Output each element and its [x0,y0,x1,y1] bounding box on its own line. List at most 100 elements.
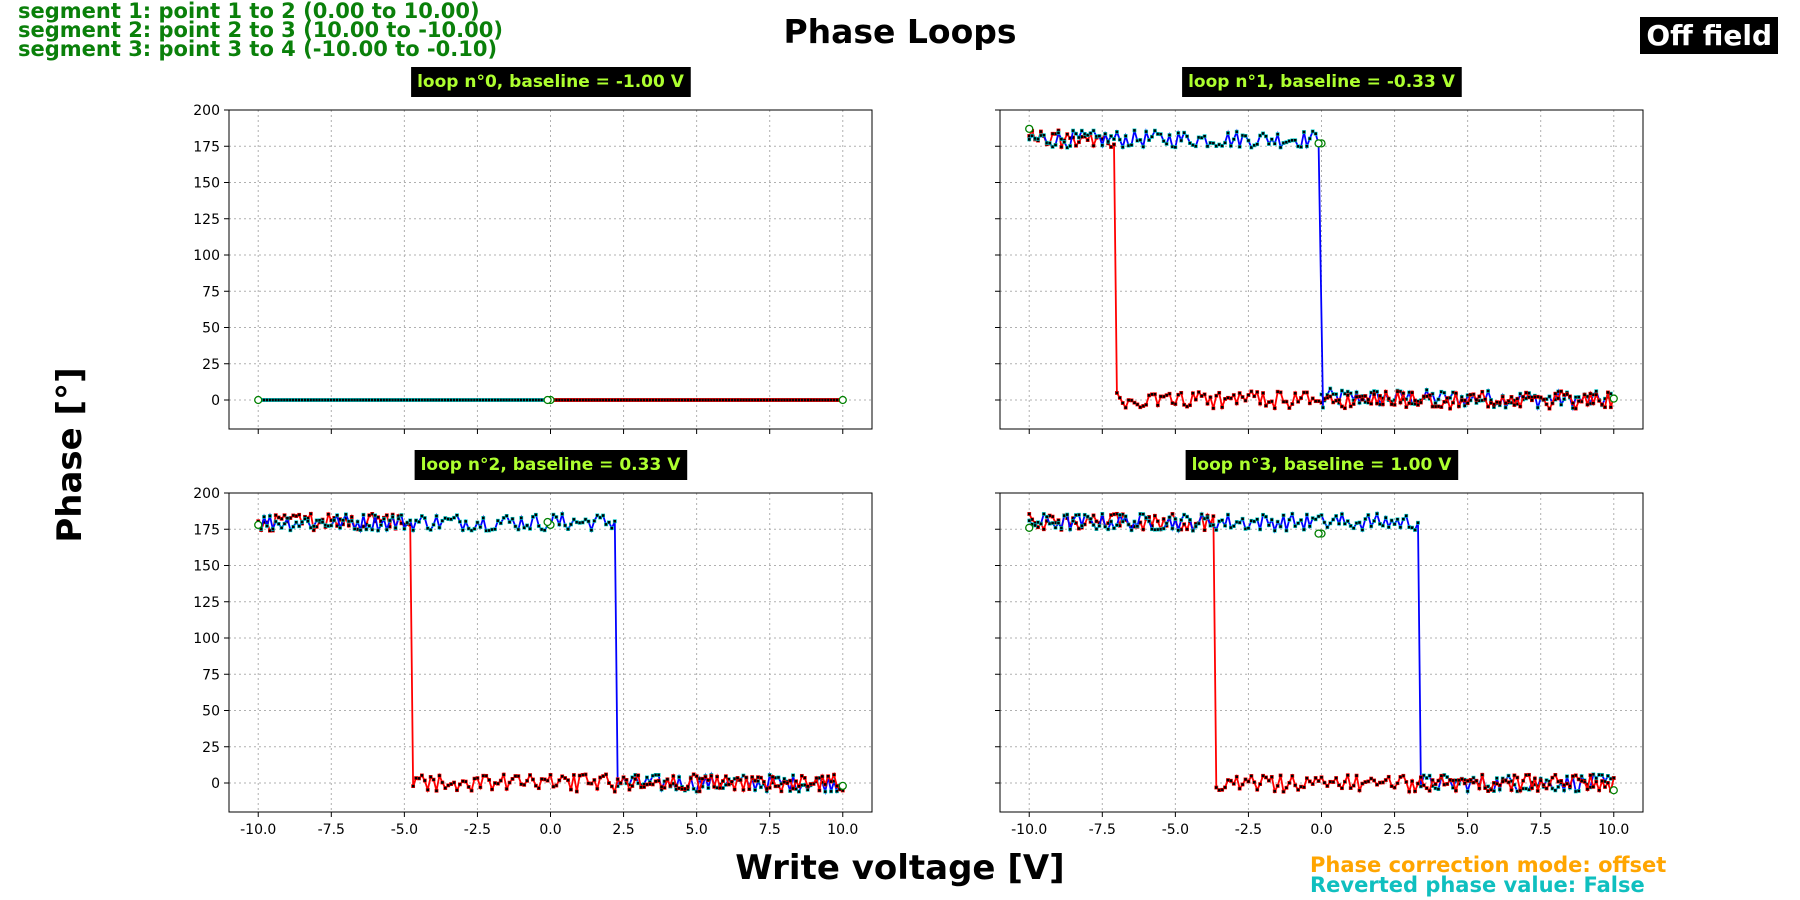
data-point [1342,521,1347,526]
data-point [598,775,603,780]
data-point [1375,401,1379,406]
data-point [589,528,594,533]
data-point [390,515,395,520]
data-point [1606,774,1610,778]
data-point [1442,782,1447,787]
data-point [487,778,492,782]
data-point [1398,525,1403,530]
data-point [1112,137,1116,141]
data-point [1196,521,1201,526]
data-point [1603,405,1607,410]
data-point [329,523,334,528]
data-point [1348,404,1353,409]
data-point [1226,778,1230,782]
data-point [1483,397,1488,402]
data-point [1547,782,1552,787]
data-point [1252,519,1257,524]
data-point [1079,523,1084,528]
data-point [1588,773,1593,778]
data-point [1211,406,1216,411]
data-point [1360,781,1365,786]
data-point [434,788,439,793]
data-point [1109,519,1113,524]
data-point [604,522,608,527]
y-tick-label: 50 [202,321,220,337]
data-point [1068,527,1073,532]
data-point [621,775,626,780]
data-point [1258,527,1263,532]
data-point [1340,512,1344,517]
data-point [577,773,582,778]
x-axis-label: Write voltage [V] [735,848,1065,888]
data-point [1576,789,1581,793]
data-point [481,516,486,520]
data-point [1302,527,1306,532]
data-point [425,787,430,792]
data-point [592,519,597,523]
data-point [1348,786,1353,790]
data-point [1518,788,1523,793]
data-point [1240,516,1245,521]
data-point [1553,391,1558,396]
figure-title: Phase Loops [783,12,1017,51]
data-point [1503,405,1508,410]
data-point [829,779,833,784]
data-point [1275,132,1280,137]
data-point [431,777,436,782]
data-point [1129,528,1134,533]
series-line-2 [1028,128,1324,408]
data-point [1266,400,1271,405]
data-point [1351,526,1356,531]
data-point [1269,775,1274,779]
data-point [1386,774,1391,779]
data-point [1342,779,1347,784]
data-point [311,528,316,533]
data-point [1547,406,1552,411]
data-point [612,789,617,794]
plot-frame [999,492,1644,813]
data-point [346,523,351,528]
x-tick-label: -10.0 [1011,822,1047,838]
data-point [1424,388,1429,392]
data-point [1123,514,1128,519]
data-point [493,527,497,532]
data-point [1246,779,1251,784]
data-point [270,526,275,531]
data-point [1188,517,1192,522]
y-tick-label: 0 [211,393,220,409]
data-point [799,773,804,778]
data-point [586,781,591,786]
data-point [320,520,325,525]
data-point [607,781,611,785]
data-point [1179,518,1184,522]
data-point [1497,787,1502,792]
data-point [624,778,629,782]
data-point [1600,402,1604,407]
data-point [493,781,497,785]
data-point [1471,780,1476,785]
data-point [1535,405,1540,410]
data-point [455,788,459,793]
data-point [1375,782,1379,787]
data-point [1331,400,1336,405]
data-point [1071,519,1075,523]
data-point [1433,782,1438,786]
loop-title-box [414,450,688,480]
data-point [1041,133,1046,138]
data-point [668,783,673,788]
data-point [1465,401,1470,406]
data-point [741,773,746,778]
data-point [1328,521,1333,526]
data-point [1378,780,1382,785]
data-point [1530,398,1534,403]
data-point [1477,394,1482,399]
data-point [797,784,801,789]
x-tick-label: 7.5 [1530,822,1552,838]
data-point [712,784,717,789]
data-point [574,789,579,794]
data-point [1126,522,1131,527]
data-point [384,513,389,518]
data-point [1243,133,1248,138]
x-tick-label: -10.0 [240,822,276,838]
